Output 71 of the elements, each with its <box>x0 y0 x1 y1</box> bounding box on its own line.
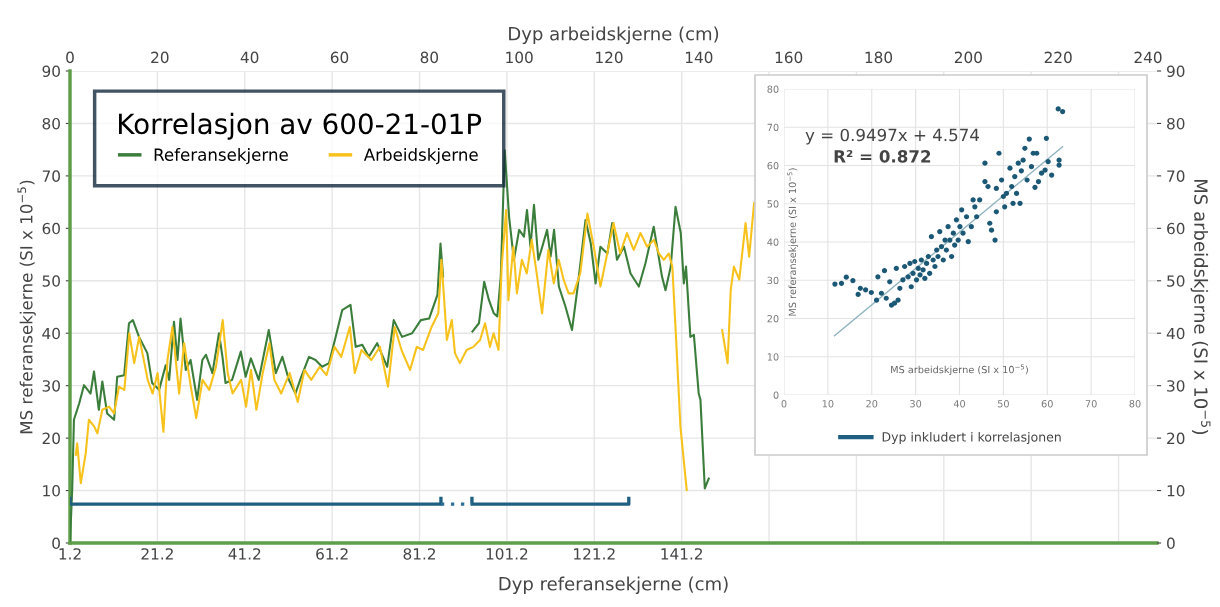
y-axis-title: MS referansekjerne (SI x 10$^{−5}$) <box>787 168 798 316</box>
y-tick-label: 70 <box>42 170 60 182</box>
x-tick-label: 20 <box>866 400 878 408</box>
y-tick-label: 60 <box>42 222 60 235</box>
x-tick-label: 61.2 <box>316 548 348 560</box>
y-tick-label: 30 <box>767 276 779 285</box>
y-tick-label: 30 <box>42 380 60 392</box>
y2-tick-label: 60 <box>1167 222 1185 235</box>
x-tick-label: 50 <box>997 400 1009 408</box>
x-tick-label: 121.2 <box>574 548 615 560</box>
x2-tick-label: 20 <box>151 51 169 64</box>
y-tick-label: 40 <box>42 327 60 340</box>
y-tick-label: 20 <box>42 432 60 445</box>
legend-label: Arbeidskjerne <box>363 148 478 165</box>
x-tick-label: 81.2 <box>403 548 435 560</box>
y2-axis-title: MS arbeidskjerne (SI x 10$^{−5}$) <box>1190 180 1211 435</box>
y-tick-label: 70 <box>767 123 779 132</box>
x2-tick-label: 140 <box>685 51 713 64</box>
x-tick-label: 60 <box>1041 400 1053 408</box>
x2-tick-label: 240 <box>1134 51 1162 64</box>
x2-tick-label: 0 <box>66 51 74 64</box>
y-tick-label: 90 <box>42 65 60 78</box>
x-tick-label: 80 <box>1129 400 1141 408</box>
x-axis-title: Dyp referansekjerne (cm) <box>499 576 728 595</box>
y-axis-title: MS referansekjerne (SI x 10$^{−5}$) <box>17 180 36 434</box>
y-tick-label: 0 <box>52 537 60 550</box>
x-tick-label: 141.2 <box>661 548 702 560</box>
y2-tick-label: 80 <box>1167 117 1185 130</box>
text: Korrelasjon av 600-21-01P <box>119 112 482 140</box>
legend-label: Dyp inkludert i korrelasjonen <box>882 431 1061 445</box>
x2-tick-label: 180 <box>865 51 893 64</box>
y2-tick-label: 40 <box>1166 327 1185 340</box>
x2-tick-label: 100 <box>506 51 533 64</box>
x2-tick-label: 60 <box>330 51 349 64</box>
x2-tick-label: 80 <box>420 51 439 64</box>
y-tick-label: 20 <box>767 314 779 323</box>
y2-tick-label: 20 <box>1167 432 1185 445</box>
x2-tick-label: 40 <box>240 51 259 64</box>
x-tick-label: 0 <box>781 400 787 408</box>
y2-tick-label: 10 <box>1167 485 1185 497</box>
y-tick-label: 10 <box>767 353 779 361</box>
y-tick-label: 80 <box>767 85 779 93</box>
x-tick-label: 30 <box>910 400 922 408</box>
y2-tick-label: 70 <box>1167 170 1185 182</box>
x2-tick-label: 200 <box>954 51 982 64</box>
x-tick-label: 41.2 <box>228 548 261 560</box>
x-tick-label: 10 <box>822 400 834 408</box>
annotation: y = 0.9497x + 4.574 <box>805 128 979 145</box>
y2-tick-label: 50 <box>1167 275 1185 287</box>
y2-tick-label: 30 <box>1167 380 1185 392</box>
x2-tick-label: 220 <box>1044 51 1072 64</box>
x-axis-title: MS arbeidskjerne (SI x 10$^{−5}$) <box>891 364 1028 376</box>
y-tick-label: 50 <box>42 275 60 287</box>
legend-label: Referansekjerne <box>154 148 288 165</box>
y2-tick-label: 0 <box>1167 537 1175 550</box>
y-tick-label: 40 <box>767 238 779 246</box>
y-tick-label: 80 <box>42 117 60 130</box>
y-tick-label: 50 <box>767 200 779 208</box>
x2-axis-title: Dyp arbeidskjerne (cm) <box>509 26 719 44</box>
x-tick-label: 101.2 <box>486 548 528 560</box>
x-tick-label: 1.2 <box>59 548 81 560</box>
y-tick-label: 10 <box>43 485 60 497</box>
x-tick-label: 40 <box>953 400 966 408</box>
x-tick-label: 70 <box>1085 400 1097 408</box>
y-tick-label: 60 <box>767 161 779 170</box>
annotation: R² = 0.872 <box>834 150 931 163</box>
x2-tick-label: 120 <box>596 51 623 64</box>
y2-tick-label: 90 <box>1166 65 1185 78</box>
y-tick-label: 0 <box>773 391 779 399</box>
x2-tick-label: 160 <box>775 51 803 64</box>
x-tick-label: 21.2 <box>141 548 173 560</box>
